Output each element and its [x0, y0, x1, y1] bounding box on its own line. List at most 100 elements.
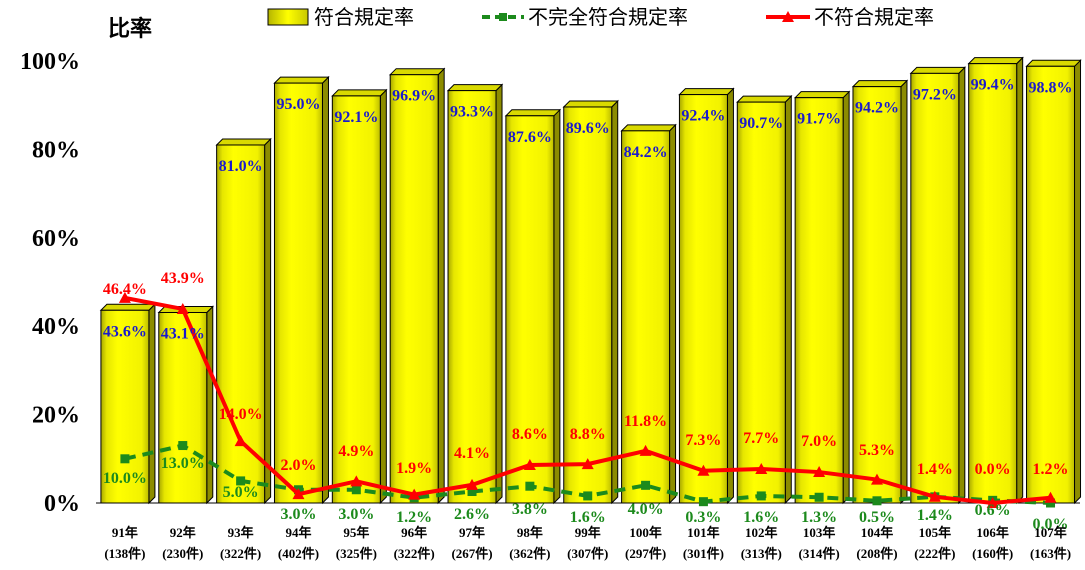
partial-compliance-value-label: 1.4% — [917, 507, 953, 524]
y-tick-label: 20% — [32, 403, 80, 429]
non-compliance-point — [234, 435, 247, 447]
x-tick-count: (402件) — [278, 546, 319, 561]
bar-top — [851, 80, 909, 88]
partial-compliance-value-label: 0.6% — [975, 502, 1011, 519]
bar — [678, 87, 735, 505]
partial-compliance-value-label: 1.2% — [396, 509, 432, 526]
bar-top — [793, 91, 851, 99]
non-compliance-point — [466, 478, 479, 490]
x-tick-year: 100年 — [629, 525, 662, 540]
bar-side — [553, 108, 561, 505]
x-tick-label: 92年 (230件) — [162, 525, 203, 561]
bar-front — [621, 130, 671, 504]
non-compliance-series — [118, 291, 1057, 508]
x-tick-count: (297件) — [625, 546, 666, 561]
non-compliance-point — [581, 458, 594, 470]
legend-label-compliant: 符合規定率 — [314, 5, 414, 29]
non-compliance-value-label: 46.4% — [103, 281, 147, 298]
non-compliance-value-label: 7.0% — [801, 433, 837, 450]
bar — [620, 123, 677, 505]
bar-front — [216, 144, 266, 504]
bar-side — [669, 123, 677, 505]
x-tick-label: 98年 (362件) — [509, 525, 550, 561]
partial-compliance-value-label: 2.6% — [454, 506, 490, 523]
bar-side — [148, 303, 156, 505]
x-tick-count: (138件) — [104, 546, 145, 561]
x-tick-label: 102年 (313件) — [741, 525, 782, 561]
bar-top — [1025, 59, 1082, 67]
bar-series — [99, 56, 1082, 505]
legend-label-partial: 不完全符合規定率 — [528, 5, 688, 29]
partial-compliance-point — [351, 485, 361, 495]
x-tick-label: 96年 (322件) — [394, 525, 435, 561]
x-tick-count: (322件) — [220, 546, 261, 561]
x-tick-count: (267件) — [451, 546, 492, 561]
bar-top — [99, 303, 157, 311]
bar-side — [495, 83, 503, 505]
x-tick-year: 91年 — [112, 525, 138, 540]
bar — [793, 90, 851, 505]
non-compliance-point — [350, 475, 363, 487]
bar-front — [447, 90, 497, 504]
non-compliance-point — [176, 302, 189, 314]
partial-compliance-point — [583, 491, 593, 501]
partial-compliance-value-label: 13.0% — [161, 455, 205, 472]
bar — [99, 303, 157, 505]
non-compliance-value-label: 1.4% — [917, 461, 953, 478]
bar-value-label: 96.9% — [392, 88, 436, 105]
legend-marker-partial — [499, 13, 507, 21]
non-compliance-value-label: 8.8% — [570, 426, 606, 443]
x-tick-label: 103年 (314件) — [799, 525, 840, 561]
x-tick-count: (222件) — [914, 546, 955, 561]
bar-side — [437, 67, 445, 505]
x-tick-count: (362件) — [509, 546, 550, 561]
bar-top — [736, 95, 793, 103]
bar-side — [206, 305, 214, 505]
bar-value-label: 90.7% — [739, 115, 783, 132]
bar-side — [264, 137, 272, 505]
bar-top — [273, 76, 330, 84]
bar — [1025, 59, 1082, 505]
x-tick-year: 102年 — [745, 525, 778, 540]
bar-side — [784, 94, 792, 505]
non-compliance-value-label: 7.7% — [743, 430, 779, 447]
non-compliance-value-label: 14.0% — [219, 406, 263, 423]
non-compliance-point — [118, 291, 131, 303]
non-compliance-value-label: 1.9% — [396, 460, 432, 477]
data-labels: 43.6% 43.1% 81.0% 95.0% 92.1% 96.9% 93.3% 87.6%… — [103, 77, 1073, 533]
bar-front — [100, 309, 150, 504]
bar — [851, 79, 909, 505]
bar-side — [611, 99, 619, 505]
y-tick-label: 40% — [32, 314, 80, 340]
x-tick-year: 98年 — [517, 525, 543, 540]
partial-compliance-point — [641, 480, 651, 490]
x-tick-label: 94年 (402件) — [278, 525, 319, 561]
legend-swatch-compliant — [267, 8, 309, 26]
bar-front — [852, 86, 902, 504]
partial-compliance-value-label: 3.0% — [338, 506, 374, 523]
bar-side — [1016, 56, 1024, 505]
bar-top — [446, 84, 504, 92]
bar — [388, 67, 446, 505]
bar-side — [958, 66, 966, 505]
non-compliance-point — [1044, 491, 1057, 503]
legend: 符合規定率 不完全符合規定率 不符合規定率 — [267, 5, 934, 29]
bar-top — [504, 109, 562, 117]
x-tick-label: 100年 (297件) — [625, 525, 666, 561]
bar-value-label: 98.8% — [1029, 79, 1073, 96]
bar-front — [563, 106, 613, 504]
bar-value-label: 92.1% — [334, 109, 378, 126]
x-tick-count: (160件) — [972, 546, 1013, 561]
x-tick-label: 99年 (307件) — [567, 525, 608, 561]
bar-side — [900, 79, 908, 505]
x-tick-label: 105年 (222件) — [914, 525, 955, 561]
bar-top — [331, 89, 388, 97]
x-tick-year: 92年 — [170, 525, 196, 540]
partial-compliance-value-label: 1.6% — [743, 509, 779, 526]
y-tick-label: 60% — [32, 226, 80, 252]
legend-label-noncompliant: 不符合規定率 — [814, 5, 934, 29]
x-tick-year: 105年 — [919, 525, 952, 540]
bar-side — [1074, 59, 1082, 505]
partial-compliance-point — [178, 441, 188, 451]
